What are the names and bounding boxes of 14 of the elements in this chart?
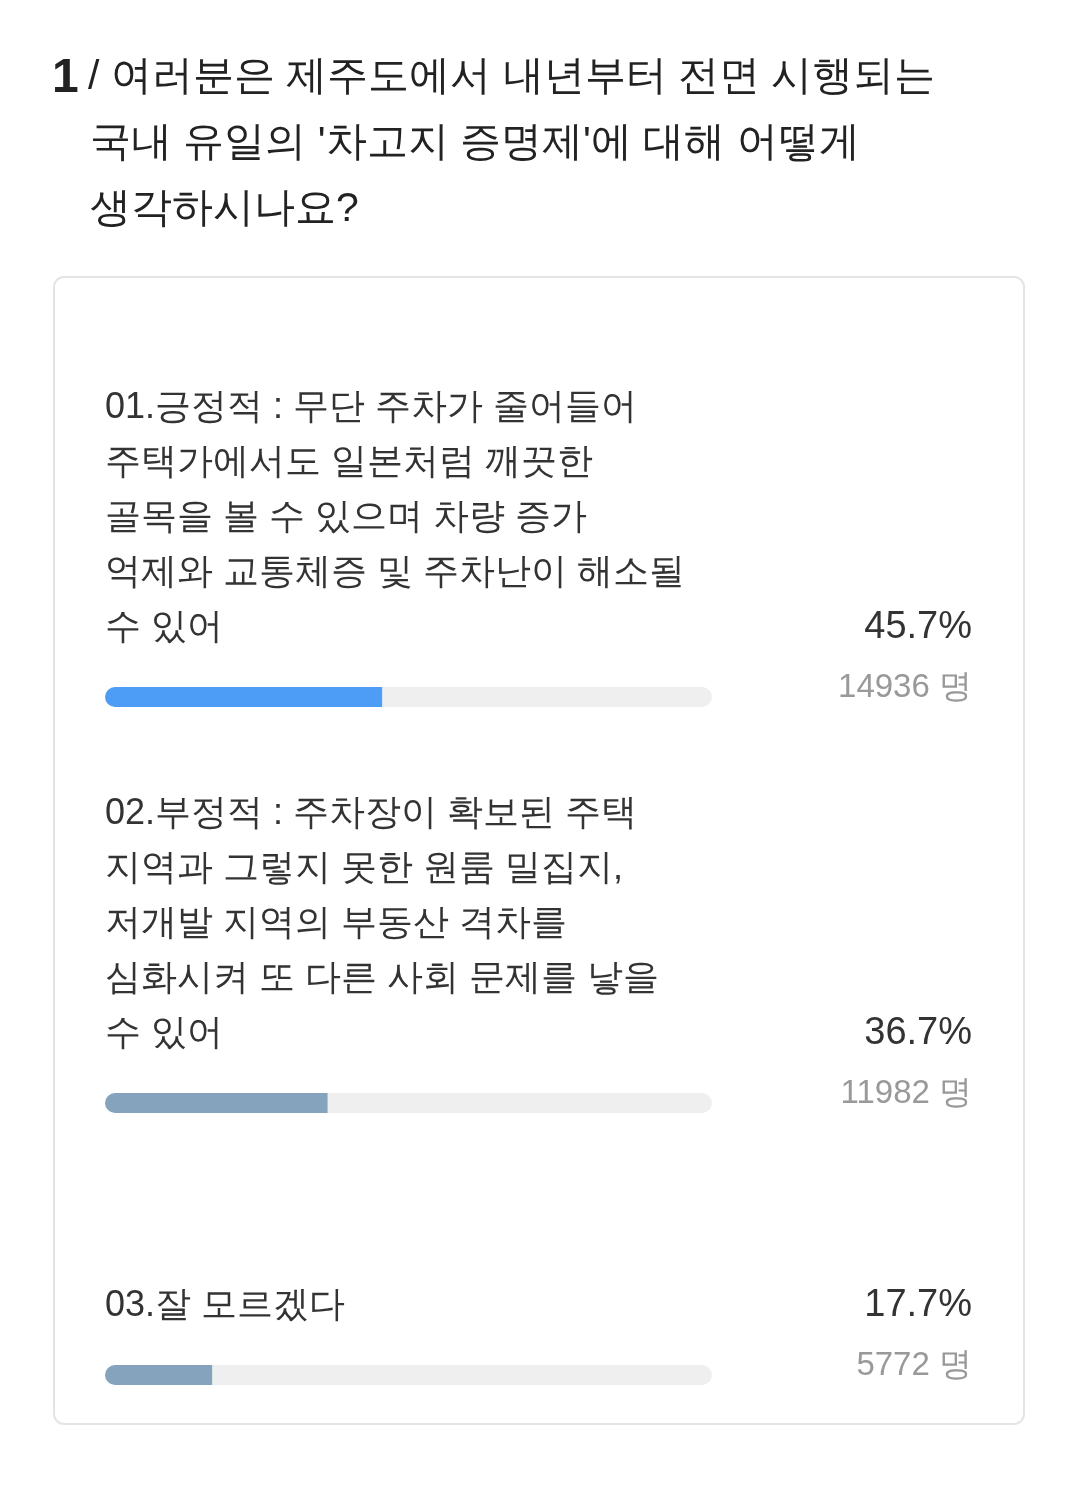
- y-tick-label: 02.부정적 : 주차장이 확보된 주택 지역과 그렇지 못한 원룸 밀집지, 저개발 지역의 부동산 격차를 심화시켜 또 다른 사회 문제를 낳을 수 있어: [105, 790, 660, 1052]
- data-label: 17.7%: [864, 1282, 972, 1324]
- text: 5772 명: [856, 1344, 972, 1382]
- bar: [105, 1365, 213, 1385]
- y-tick-label: 03.잘 모르겠다: [105, 1282, 346, 1324]
- data-label: 45.7%: [864, 604, 972, 646]
- text: 11982 명: [840, 1072, 972, 1110]
- bar: [105, 687, 383, 707]
- y-tick-label: 01.긍정적 : 무단 주차가 줄어들어 주택가에서도 일본처럼 깨끗한 골목을 볼 수 있으며 차량 증가 억제와 교통체증 및 주차난이 해소될 수 있어: [105, 384, 686, 646]
- bar: [212, 1365, 712, 1385]
- chart-title: 1/ 여러분은 제주도에서 내년부터 전면 시행되는 국내 유일의 '차고지 증명제'에 대해 어떻게 생각하시나요?: [52, 48, 936, 230]
- bar: [382, 687, 712, 707]
- text: 14936 명: [838, 666, 972, 704]
- data-label: 36.7%: [864, 1010, 972, 1052]
